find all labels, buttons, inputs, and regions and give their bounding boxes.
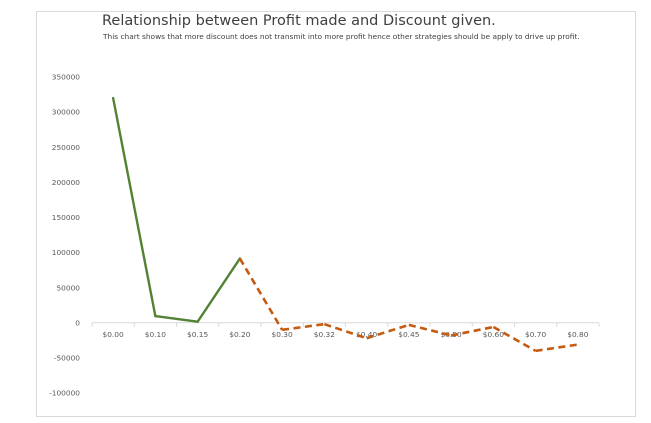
y-tick-label: 150000 — [52, 213, 81, 222]
chart-subtitle: This chart shows that more discount does… — [103, 32, 580, 41]
y-tick-label: 50000 — [56, 283, 80, 292]
profit-segment — [111, 96, 157, 318]
x-tick-label: $0.10 — [145, 330, 166, 339]
x-tick-label: $0.45 — [398, 330, 419, 339]
y-tick-label: 250000 — [52, 143, 81, 152]
loss-segment — [408, 323, 452, 337]
loss-segment — [323, 322, 368, 340]
x-tick-label: $0.32 — [314, 330, 335, 339]
loss-segment — [535, 343, 579, 353]
y-tick-label: 200000 — [52, 178, 81, 187]
y-axis-ticks: -100000 -50000 0 50000 100000 150000 200000 250… — [49, 73, 80, 398]
x-axis: $0.00 $0.10 $0.15 $0.20 $0.30 $0.32 $0.40 $0.45… — [91, 322, 600, 339]
loss-segment — [281, 322, 325, 332]
profit-segment — [196, 257, 242, 323]
loss-segment — [238, 257, 284, 331]
y-tick-label: 350000 — [52, 73, 81, 82]
x-tick-label: $0.20 — [229, 330, 250, 339]
x-tick-label: $0.70 — [525, 330, 546, 339]
y-tick-label: 100000 — [52, 248, 81, 257]
loss-segment — [450, 325, 494, 337]
x-tick-label: $0.60 — [483, 330, 504, 339]
chart-title: Relationship between Profit made and Dis… — [102, 13, 496, 29]
x-tick-label: $0.00 — [103, 330, 124, 339]
y-tick-label: -50000 — [54, 353, 80, 362]
y-tick-label: 0 — [75, 318, 80, 327]
loss-segment — [492, 325, 537, 352]
x-tick-label: $0.30 — [272, 330, 293, 339]
y-tick-label: 300000 — [52, 108, 81, 117]
y-tick-label: -100000 — [49, 389, 80, 398]
x-tick-label: $0.80 — [567, 330, 588, 339]
loss-segment — [366, 323, 410, 340]
profit-segment — [154, 314, 199, 323]
x-tick-label: $0.40 — [356, 330, 377, 339]
x-tick-label: $0.15 — [187, 330, 208, 339]
series-lines — [111, 96, 579, 353]
